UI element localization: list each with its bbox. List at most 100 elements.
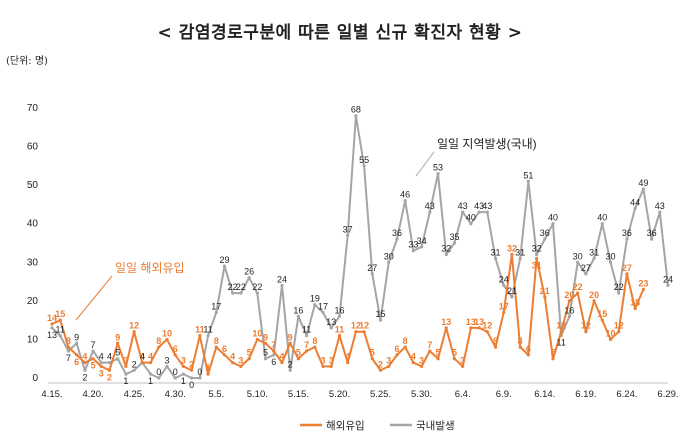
data-point bbox=[165, 337, 169, 342]
data-point bbox=[255, 291, 259, 295]
data-point bbox=[600, 222, 604, 226]
data-point bbox=[362, 330, 366, 334]
data-label: 53 bbox=[433, 163, 443, 173]
data-point bbox=[428, 210, 432, 214]
data-point bbox=[576, 291, 580, 295]
data-label: 1 bbox=[123, 376, 128, 386]
data-label: 36 bbox=[622, 228, 632, 238]
data-point bbox=[107, 360, 112, 365]
data-label: 0 bbox=[173, 367, 178, 377]
data-point bbox=[222, 353, 227, 357]
data-point bbox=[428, 349, 432, 353]
data-point bbox=[592, 299, 596, 303]
data-label: 55 bbox=[359, 155, 369, 165]
legend-label: 국내발생 bbox=[416, 420, 455, 432]
data-point bbox=[91, 357, 95, 361]
data-label: 40 bbox=[548, 213, 558, 223]
y-axis-ticks: 0 10 20 30 40 50 60 70 bbox=[27, 103, 39, 384]
data-point bbox=[58, 333, 62, 338]
data-label: 8 bbox=[403, 336, 408, 346]
data-point bbox=[247, 276, 251, 280]
data-label: 19 bbox=[310, 294, 320, 304]
data-label: 13 bbox=[474, 317, 484, 327]
data-label: 10 bbox=[252, 328, 262, 338]
data-point bbox=[263, 357, 268, 361]
data-label: 9 bbox=[115, 332, 120, 342]
data-point bbox=[543, 237, 547, 241]
x-tick-label: 5.20. bbox=[329, 389, 350, 400]
data-label: 2 bbox=[82, 372, 87, 382]
data-point bbox=[526, 179, 530, 183]
data-point bbox=[502, 310, 506, 315]
data-label: 17 bbox=[211, 301, 221, 311]
data-point bbox=[420, 364, 424, 369]
data-point bbox=[75, 341, 79, 345]
data-label: 1 bbox=[148, 376, 153, 386]
data-label: 12 bbox=[482, 321, 492, 331]
data-label: 22 bbox=[573, 282, 583, 292]
data-label: 10 bbox=[605, 328, 615, 338]
data-label: 4 bbox=[279, 352, 284, 362]
data-label: 12 bbox=[359, 321, 369, 331]
data-point bbox=[510, 295, 514, 299]
data-label: 36 bbox=[392, 228, 402, 238]
data-point bbox=[132, 368, 136, 372]
data-label: 31 bbox=[491, 247, 501, 257]
data-label: 22 bbox=[228, 282, 238, 292]
data-label: 49 bbox=[638, 178, 648, 188]
data-point bbox=[157, 345, 161, 349]
data-point bbox=[198, 376, 202, 380]
data-point bbox=[608, 337, 613, 342]
data-point bbox=[272, 349, 276, 353]
data-point bbox=[288, 368, 292, 372]
data-point bbox=[313, 303, 317, 307]
data-label: 17 bbox=[318, 301, 328, 311]
data-label: 30 bbox=[384, 251, 394, 261]
data-point bbox=[444, 252, 448, 257]
chart-title: < 감염경로구분에 따른 일별 신규 확진자 현황 > bbox=[157, 23, 523, 43]
data-label: 2 bbox=[132, 359, 137, 369]
y-tick-label: 40 bbox=[27, 219, 39, 230]
x-tick-label: 6.14. bbox=[534, 389, 555, 400]
data-label: 40 bbox=[466, 213, 476, 223]
data-point bbox=[362, 164, 366, 168]
data-label: 8 bbox=[214, 336, 219, 346]
data-point bbox=[633, 306, 637, 311]
data-point bbox=[173, 376, 177, 380]
data-label: 24 bbox=[277, 274, 287, 284]
data-label: 3 bbox=[99, 368, 104, 378]
imported-annotation-pointer bbox=[75, 275, 113, 321]
data-label: 24 bbox=[663, 274, 673, 284]
data-label: 16 bbox=[564, 305, 574, 315]
data-point bbox=[567, 314, 572, 318]
data-label: 3 bbox=[321, 355, 326, 365]
data-label: 32 bbox=[441, 244, 451, 254]
data-label: 12 bbox=[556, 321, 566, 331]
data-point bbox=[600, 318, 604, 322]
data-point bbox=[231, 291, 235, 295]
data-label: 21 bbox=[540, 286, 550, 296]
data-label: 5 bbox=[247, 348, 252, 358]
data-point bbox=[66, 345, 71, 349]
data-point bbox=[469, 222, 473, 226]
y-tick-label: 10 bbox=[27, 334, 39, 345]
data-point bbox=[296, 357, 300, 361]
data-point bbox=[411, 249, 415, 253]
data-label: 0 bbox=[189, 380, 194, 390]
data-label: 4 bbox=[140, 352, 145, 362]
data-label: 2 bbox=[189, 359, 194, 369]
data-point bbox=[247, 357, 251, 361]
data-label: 23 bbox=[638, 278, 648, 288]
data-label: 31 bbox=[532, 260, 542, 270]
data-point bbox=[584, 330, 588, 334]
data-point bbox=[452, 241, 457, 245]
data-point bbox=[551, 357, 555, 361]
data-point bbox=[584, 272, 588, 276]
data-label: 5 bbox=[452, 348, 457, 358]
data-label: 16 bbox=[334, 305, 344, 315]
data-label: 8 bbox=[66, 336, 71, 346]
data-label: 15 bbox=[55, 309, 65, 319]
data-point bbox=[173, 353, 177, 357]
data-point bbox=[666, 283, 670, 288]
data-label: 11 bbox=[195, 325, 205, 335]
